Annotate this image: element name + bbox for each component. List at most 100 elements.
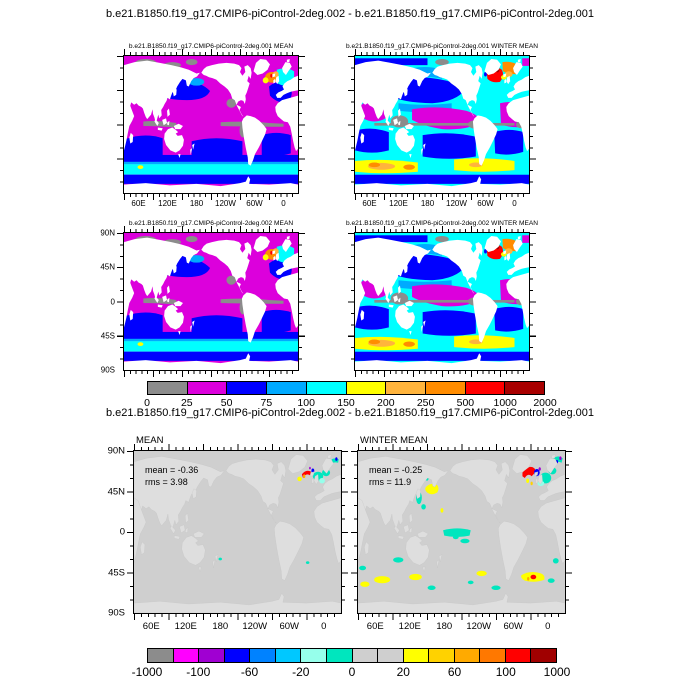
colorbar-tick-label: -60	[240, 665, 259, 679]
colorbar-segment	[173, 649, 200, 662]
colorbar-segment	[267, 382, 307, 394]
colorbar-tick-label: 500	[456, 397, 475, 409]
colorbar-segment	[326, 649, 353, 662]
lon-tick-label: 120E	[389, 199, 408, 208]
axis-tick-marks	[355, 371, 529, 377]
colorbar-tick-label: -100	[186, 665, 211, 679]
world-map	[355, 56, 529, 193]
colorbar-segment	[306, 382, 347, 394]
lon-tick-label: 60E	[131, 199, 146, 208]
axis-tick-marks	[355, 52, 529, 55]
longitude-axis: 60E 120E 180 120W 60W 0	[134, 621, 341, 633]
axis-tick-marks	[299, 233, 302, 370]
axis-tick-marks	[355, 371, 529, 374]
lat-tick-label: 45S	[100, 331, 115, 341]
axis-tick-marks	[355, 229, 529, 232]
lon-tick-label: 60W	[503, 621, 524, 632]
lon-tick-label: 120W	[215, 199, 236, 208]
latitude-axis: 90N 45N 0 45S 90S	[94, 446, 130, 619]
lat-tick-label: 0	[119, 526, 125, 538]
axis-tick-marks	[134, 614, 341, 617]
axis-tick-marks	[530, 56, 536, 193]
axis-tick-marks	[134, 444, 341, 450]
lat-tick-label: 90N	[107, 445, 125, 457]
longitude-axis: 60E 120E 180 120W 60W 0	[124, 199, 298, 211]
lon-tick-label: 120W	[242, 621, 268, 632]
stat-mean: mean = -0.25	[369, 465, 423, 475]
colorbar-segment	[505, 649, 532, 662]
colorbar-segment	[429, 649, 455, 662]
colorbar-segment	[250, 649, 276, 662]
axis-tick-marks	[299, 233, 305, 370]
lon-tick-label: 0	[512, 199, 517, 208]
axis-tick-marks	[134, 614, 341, 620]
axis-tick-marks	[358, 614, 565, 617]
lat-tick-label: 45N	[107, 486, 125, 497]
panel-title: b.e21.B1850.f19_g17.CMIP6-piControl-2deg…	[128, 43, 294, 50]
map-panel-002-winter-mean: b.e21.B1850.f19_g17.CMIP6-piControl-2deg…	[346, 220, 538, 377]
colorbar-tick-label: 25	[180, 397, 193, 409]
lon-tick-label: 0	[281, 199, 286, 208]
colorbar-segment	[378, 649, 404, 662]
axis-tick-marks	[299, 56, 305, 193]
lat-tick-label: 90S	[100, 365, 115, 375]
lat-tick-label: 0	[110, 297, 115, 306]
colorbar-segment	[505, 382, 545, 394]
stat-rms: rms = 3.98	[145, 476, 188, 487]
axis-tick-marks	[124, 371, 298, 374]
lon-tick-label: 60W	[246, 199, 263, 208]
colorbar-boxes	[147, 648, 557, 663]
colorbar-tick-label: 150	[337, 397, 355, 409]
colorbar-tick-label: -20	[292, 665, 310, 679]
axis-tick-marks	[530, 233, 536, 370]
colorbar-tick-label: 100	[495, 665, 516, 679]
lon-tick-label: 60E	[362, 199, 377, 208]
colorbar-tick-label: -1000	[131, 665, 163, 679]
colorbar-segment	[352, 649, 379, 662]
colorbar-tick-label: 0	[144, 397, 150, 409]
colorbar-labels: -1000 -100 -60 -20 0 20 60 100 1000	[132, 663, 571, 679]
colorbar-segment	[224, 649, 251, 662]
axis-tick-marks	[124, 229, 298, 232]
figure-title: b.e21.B1850.f19_g17.CMIP6-piControl-2deg…	[106, 8, 594, 20]
axis-tick-marks	[134, 447, 341, 450]
panel-title: b.e21.B1850.f19_g17.CMIP6-piControl-2deg…	[128, 220, 294, 227]
lon-tick-label: 60E	[142, 621, 160, 632]
latitude-axis: 90N 45N 0 45S 90S	[84, 229, 120, 375]
lon-tick-label: 120E	[398, 621, 421, 632]
lon-tick-label: 180	[189, 199, 204, 208]
colorbar-segment	[346, 382, 387, 394]
panel-stats: mean = -0.25 rms = 11.9	[369, 465, 422, 488]
axis-tick-marks	[130, 451, 133, 613]
colorbar-segment	[199, 649, 225, 662]
colorbar-segment	[275, 649, 302, 662]
axis-tick-marks	[358, 614, 565, 620]
lon-tick-label: 60E	[366, 621, 384, 632]
colorbar-tick-label: 1000	[543, 665, 571, 679]
colorbar-tick-label: 60	[447, 665, 462, 679]
axis-tick-marks	[351, 233, 354, 370]
axis-tick-marks	[530, 233, 533, 370]
axis-tick-marks	[348, 233, 354, 370]
axis-tick-marks	[566, 451, 572, 613]
colorbar-difference: -1000 -100 -60 -20 0 20 60 100 1000	[132, 648, 570, 679]
colorbar-tick-label: 0	[348, 665, 356, 679]
stat-rms: rms = 11.9	[369, 476, 412, 487]
axis-tick-marks	[117, 56, 123, 193]
axis-tick-marks	[354, 451, 357, 613]
panel-title: b.e21.B1850.f19_g17.CMIP6-piControl-2deg…	[345, 220, 539, 227]
map-panel-002-mean: b.e21.B1850.f19_g17.CMIP6-piControl-2deg…	[100, 220, 305, 377]
axis-tick-marks	[351, 451, 357, 613]
colorbar-tick-label: 250	[416, 397, 435, 409]
lon-tick-label: 120W	[466, 621, 492, 632]
colorbar-tick-label: 200	[377, 397, 395, 409]
colorbar-segment	[480, 649, 506, 662]
axis-tick-marks	[351, 56, 354, 193]
colorbar-segment	[187, 382, 228, 394]
axis-tick-marks	[348, 56, 354, 193]
colorbar-segment	[403, 649, 430, 662]
world-map	[355, 233, 529, 370]
lon-tick-label: 180	[420, 199, 435, 208]
colorbar-segment	[531, 649, 556, 662]
